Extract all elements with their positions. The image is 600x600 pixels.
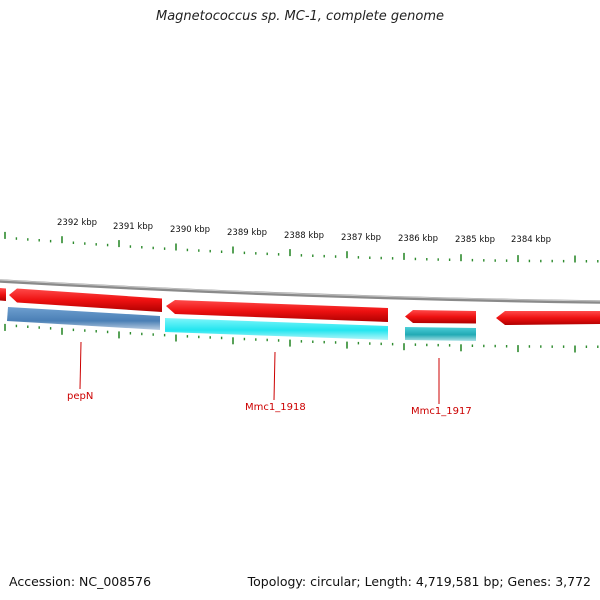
outer-tick-ring xyxy=(4,323,599,353)
forward-cds-arrow[interactable] xyxy=(405,310,476,324)
genome-backbone-highlight xyxy=(0,279,600,302)
genome-summary-text: Topology: circular; Length: 4,719,581 bp… xyxy=(247,574,591,589)
kbp-label: 2387 kbp xyxy=(341,233,381,243)
reverse-cds-Mmc1_1918[interactable] xyxy=(165,318,388,340)
genome-title: Magnetococcus sp. MC-1, complete genome xyxy=(155,9,445,24)
kbp-label: 2392 kbp xyxy=(57,218,97,228)
accession-text: Accession: NC_008576 xyxy=(9,574,152,589)
label-leader-Mmc1_1918 xyxy=(273,351,276,401)
label-leader-pepN xyxy=(79,341,82,390)
gene-label-Mmc1_1917[interactable]: Mmc1_1917 xyxy=(411,406,472,417)
reverse-cds-Mmc1_1917[interactable] xyxy=(405,327,476,341)
genome-backbone xyxy=(0,279,600,304)
forward-cds-arrow[interactable] xyxy=(9,288,162,313)
kbp-label: 2385 kbp xyxy=(455,235,495,245)
forward-cds-arrow[interactable] xyxy=(0,288,6,301)
kbp-label: 2390 kbp xyxy=(170,225,210,235)
kbp-label: 2389 kbp xyxy=(227,228,267,238)
kbp-label: 2388 kbp xyxy=(284,231,324,241)
kbp-label: 2386 kbp xyxy=(398,234,438,244)
forward-cds-arrow[interactable] xyxy=(166,300,388,322)
gene-label-Mmc1_1918[interactable]: Mmc1_1918 xyxy=(245,402,306,413)
kbp-label: 2384 kbp xyxy=(511,235,551,245)
kbp-label: 2391 kbp xyxy=(113,222,153,232)
inner-tick-ring xyxy=(4,231,599,263)
gene-label-pepN[interactable]: pepN xyxy=(67,391,93,402)
scale-labels: 2392 kbp 2391 kbp 2390 kbp 2389 kbp 2388… xyxy=(57,218,551,245)
reverse-cds-pepN[interactable] xyxy=(7,307,160,330)
forward-cds-arrow[interactable] xyxy=(496,311,600,325)
